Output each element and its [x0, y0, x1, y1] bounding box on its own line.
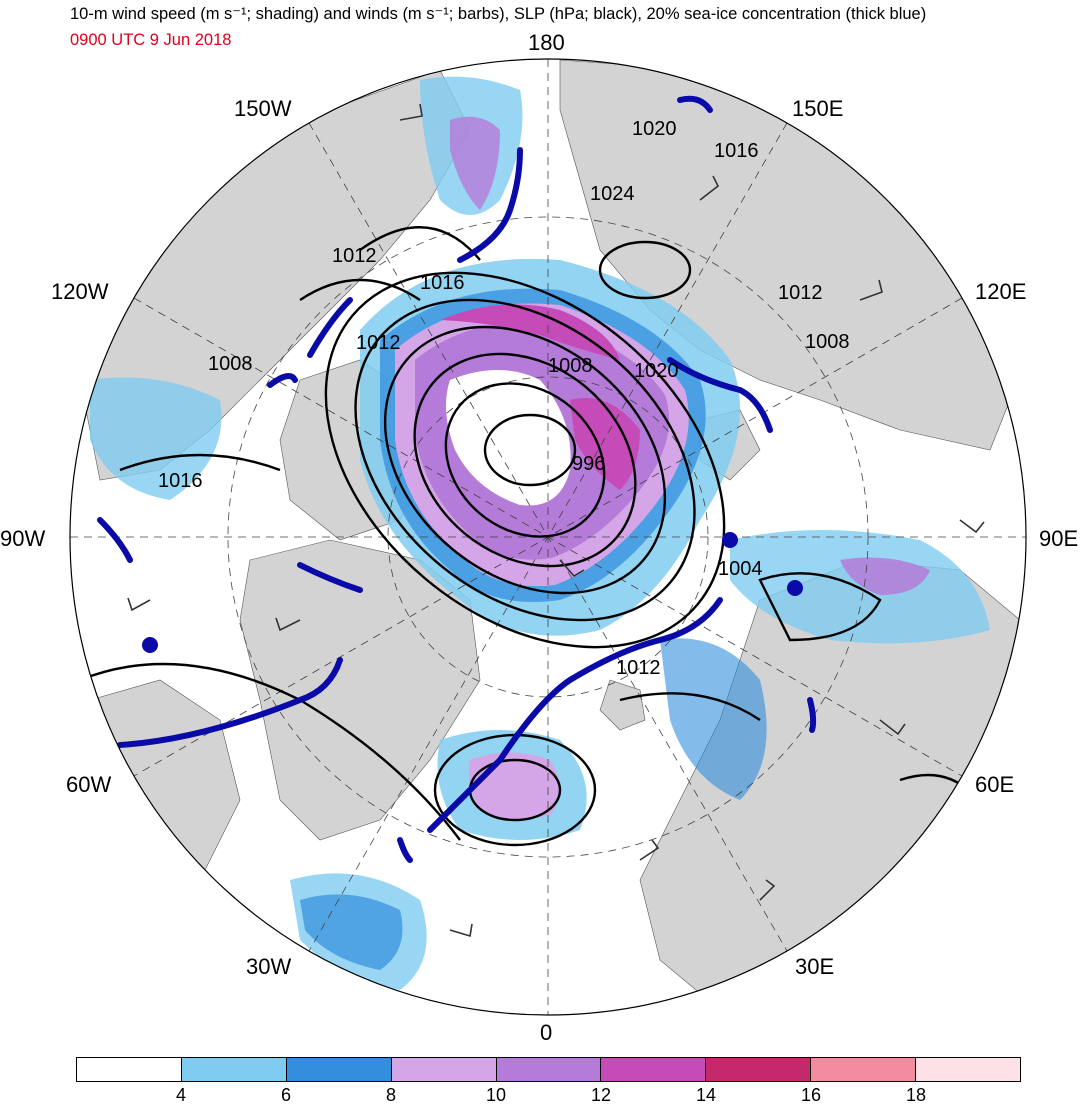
- sea-ice-edge: [97, 95, 817, 863]
- slp-label: 1020: [632, 118, 677, 140]
- colorbar-tick: 14: [695, 1085, 717, 1105]
- colorbar-segment: [181, 1058, 287, 1081]
- colorbar-tick: 10: [485, 1085, 507, 1105]
- slp-label: 1008: [805, 331, 850, 353]
- colorbar-segment: [601, 1058, 707, 1081]
- lon-label-90w: 90W: [0, 526, 46, 551]
- lon-label-30w: 30W: [246, 954, 292, 979]
- slp-labels: 1020 1016 1024 1012 1016 1012 1008 1008 …: [158, 118, 850, 679]
- valid-time: 0900 UTC 9 Jun 2018: [70, 31, 232, 49]
- colorbar: [76, 1057, 1021, 1082]
- slp-label: 1020: [634, 360, 679, 382]
- slp-label: 1008: [548, 355, 593, 377]
- colorbar-segment: [706, 1058, 812, 1081]
- slp-label: 1012: [332, 245, 377, 267]
- colorbar-tick: 8: [385, 1085, 397, 1105]
- lon-label-120e: 120E: [975, 279, 1027, 304]
- lon-label-120w: 120W: [51, 279, 109, 304]
- map-boundary: [69, 58, 1027, 1016]
- slp-label: 1024: [590, 183, 635, 205]
- colorbar-segment: [496, 1058, 602, 1081]
- lon-label-0: 0: [540, 1020, 553, 1045]
- colorbar-segment: [916, 1058, 1021, 1081]
- slp-label: 1016: [714, 140, 759, 162]
- lon-label-150w: 150W: [234, 96, 292, 121]
- lon-label-180: 180: [528, 30, 565, 55]
- lon-label-30e: 30E: [795, 954, 835, 979]
- colorbar-tick: 18: [905, 1085, 927, 1105]
- colorbar-tick: 4: [175, 1085, 187, 1105]
- slp-label: 1004: [718, 558, 763, 580]
- lon-label-60w: 60W: [66, 772, 112, 797]
- colorbar-segment: [811, 1058, 917, 1081]
- slp-label: 1016: [158, 470, 203, 492]
- colorbar-tick: 6: [280, 1085, 292, 1105]
- slp-label: 996: [572, 453, 605, 475]
- colorbar-tick: 12: [590, 1085, 612, 1105]
- colorbar-segment: [391, 1058, 497, 1081]
- lon-label-60e: 60E: [975, 772, 1015, 797]
- slp-label: 1012: [616, 657, 661, 679]
- lon-label-150e: 150E: [792, 96, 844, 121]
- colorbar-segment: [77, 1058, 182, 1081]
- slp-label: 1012: [778, 282, 823, 304]
- map-title: 10-m wind speed (m s⁻¹; shading) and win…: [70, 5, 927, 23]
- lon-label-90e: 90E: [1039, 526, 1079, 551]
- slp-label: 1012: [356, 332, 401, 354]
- colorbar-segment: [286, 1058, 392, 1081]
- slp-label: 1008: [208, 353, 253, 375]
- slp-label: 1016: [420, 272, 465, 294]
- colorbar-tick: 16: [800, 1085, 822, 1105]
